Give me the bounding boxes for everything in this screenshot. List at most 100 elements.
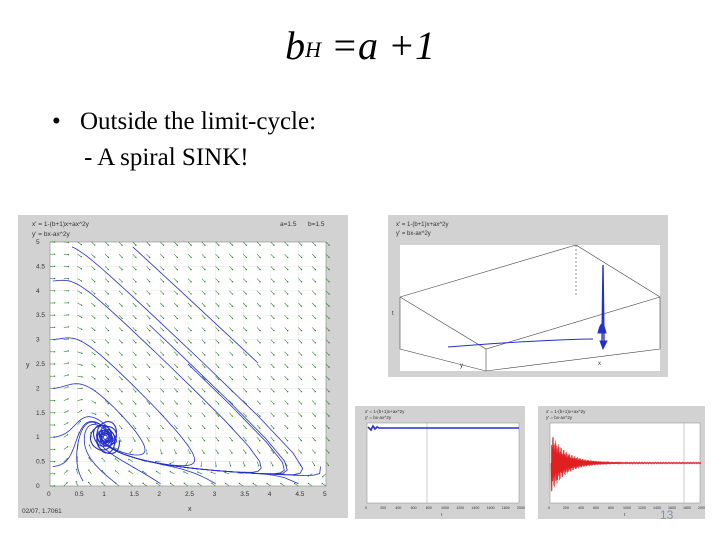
field-arrow-head xyxy=(53,314,56,316)
field-arrow-head xyxy=(273,354,275,356)
field-arrow xyxy=(270,400,275,405)
field-arrow xyxy=(229,375,233,380)
field-arrow-head xyxy=(259,403,261,405)
field-arrow xyxy=(311,278,316,283)
field-arrow-head xyxy=(259,293,261,295)
field-arrow-head xyxy=(128,482,131,484)
field-arrow xyxy=(284,278,288,283)
field-arrow-head xyxy=(107,293,110,295)
field-arrow-head xyxy=(190,403,192,405)
field-arrow xyxy=(215,363,219,368)
field-arrow xyxy=(242,363,247,368)
field-arrow xyxy=(256,314,261,319)
field-arrow-head xyxy=(231,354,234,356)
slide-number: 13 xyxy=(660,508,674,522)
field-arrow xyxy=(104,266,109,270)
field-arrow-head xyxy=(314,281,317,283)
field-arrow-head xyxy=(148,403,151,405)
field-arrow xyxy=(132,437,136,442)
red-xlabel: t xyxy=(624,512,626,517)
field-arrow-head xyxy=(314,415,316,417)
field-arrow xyxy=(187,327,192,331)
field-arrow xyxy=(215,449,219,454)
field-arrow-head xyxy=(176,342,178,344)
field-arrow-head xyxy=(204,366,206,368)
field-arrow xyxy=(142,471,147,475)
field-arrow-head xyxy=(321,482,323,485)
field-arrow xyxy=(201,314,206,319)
field-arrow xyxy=(63,398,69,401)
field-arrow-head xyxy=(53,265,56,268)
field-arrow-head xyxy=(66,446,69,448)
field-arrow-head xyxy=(53,424,56,426)
field-arrow xyxy=(280,483,285,487)
field-arrow-head xyxy=(190,427,192,430)
field-arrow xyxy=(91,327,95,331)
field-arrow-head xyxy=(300,317,303,320)
field-arrow xyxy=(132,388,137,392)
field-arrow-head xyxy=(217,378,220,381)
field-arrow xyxy=(77,314,82,318)
field-arrow-head xyxy=(245,268,248,271)
field-arrow xyxy=(242,424,247,429)
field-arrow xyxy=(173,327,178,331)
field-arrow-head xyxy=(135,305,137,307)
field-arrow xyxy=(270,388,275,392)
field-arrow xyxy=(187,314,192,319)
field-arrow xyxy=(132,424,136,429)
field-arrow-head xyxy=(81,376,83,378)
field-arrow xyxy=(238,472,244,475)
field-arrow-head xyxy=(273,427,275,430)
field-arrow-head xyxy=(231,440,233,442)
field-arrow-head xyxy=(245,317,248,320)
title-b: b xyxy=(285,23,306,68)
field-arrow xyxy=(132,327,137,331)
field-arrow-head xyxy=(300,427,303,430)
bullet-text-1: Outside the limit-cycle: xyxy=(80,108,317,135)
field-arrow xyxy=(187,412,192,417)
field-arrow xyxy=(229,400,233,405)
field-arrow-head xyxy=(314,342,317,344)
field-arrow-head xyxy=(287,354,289,356)
field-arrow xyxy=(160,266,164,270)
field-arrow-head xyxy=(114,458,117,460)
field-arrow xyxy=(242,449,247,454)
surface-plot-svg: x' = 1-(b+1)x+ax^2y y' = bx-ax^2y t x y xyxy=(392,222,661,372)
field-arrow xyxy=(184,483,189,487)
field-arrow-head xyxy=(218,268,220,271)
field-arrow xyxy=(160,327,164,331)
field-arrow xyxy=(325,449,330,454)
field-arrow-head xyxy=(121,403,123,405)
blue-xlabel: t xyxy=(441,512,443,517)
field-arrow xyxy=(284,363,288,368)
field-arrow xyxy=(311,266,316,270)
field-arrow-head xyxy=(204,268,206,271)
field-arrow xyxy=(201,302,206,307)
field-arrow-head xyxy=(135,366,137,369)
field-arrow xyxy=(170,471,175,475)
field-arrow xyxy=(146,339,150,344)
field-arrow xyxy=(173,314,178,319)
field-arrow-head xyxy=(231,281,234,283)
field-arrow-head xyxy=(121,293,123,295)
field-arrow-head xyxy=(190,329,192,332)
field-arrow-head xyxy=(259,342,261,344)
field-arrow-head xyxy=(204,281,206,283)
field-arrow-head xyxy=(218,305,220,307)
field-arrow xyxy=(298,241,302,246)
field-arrow xyxy=(253,483,258,487)
red-x-tick-label: 1800 xyxy=(683,506,691,510)
field-arrow-head xyxy=(128,458,130,461)
field-arrow xyxy=(284,290,288,295)
field-arrow xyxy=(118,424,122,429)
field-arrow xyxy=(256,437,261,441)
field-arrow xyxy=(311,339,316,344)
field-arrow xyxy=(146,314,150,319)
field-arrow xyxy=(173,339,178,344)
field-arrow xyxy=(311,449,316,454)
field-arrow-head xyxy=(67,338,69,340)
field-arrow-head xyxy=(88,444,91,447)
field-arrow xyxy=(77,290,82,294)
phase-timestamp: 02/07, 1.7061 xyxy=(22,508,62,515)
field-arrow xyxy=(63,446,68,450)
